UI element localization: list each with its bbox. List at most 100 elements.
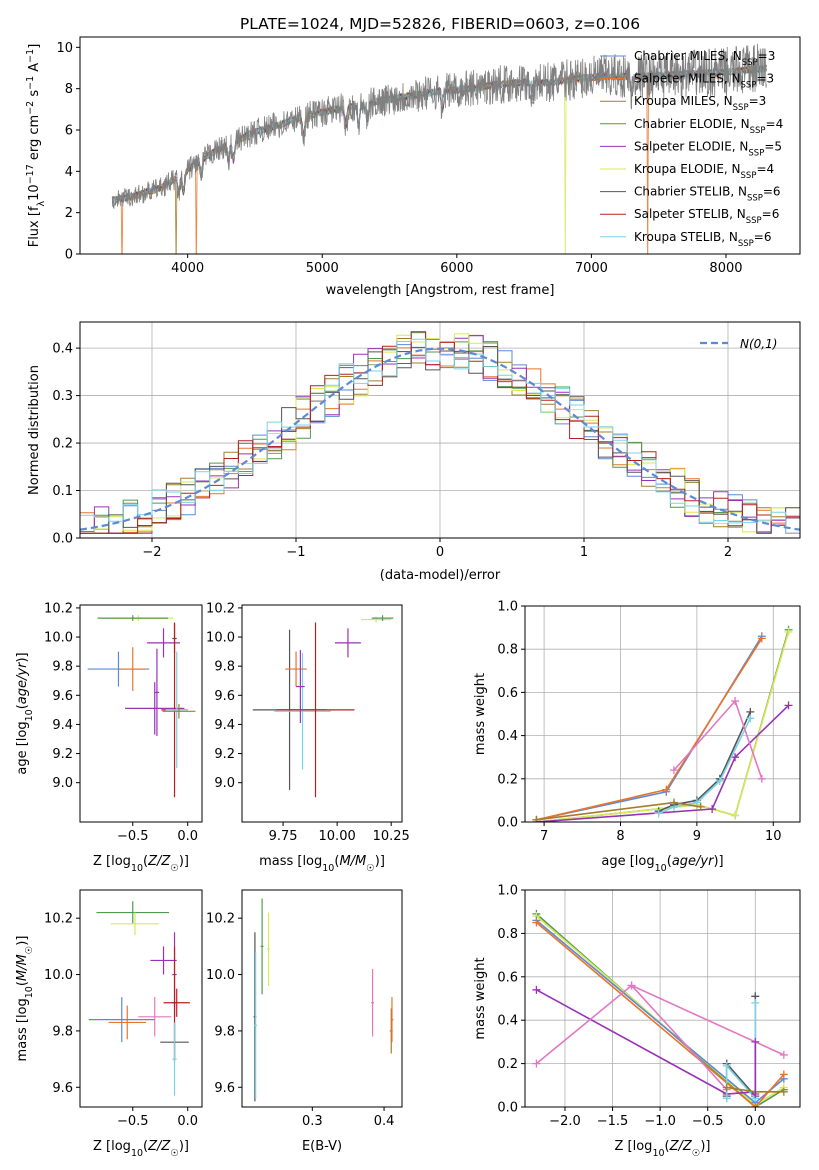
x-axis-label: E(B-V): [302, 1139, 342, 1154]
x-tick-label: 0.4: [374, 1114, 395, 1129]
weight-point-marker: [746, 714, 755, 723]
weight-point-marker: [751, 1089, 760, 1098]
histogram-step-line: [80, 338, 800, 534]
x-tick-label: −0.5: [692, 1114, 724, 1129]
weight-series-line: [536, 631, 790, 822]
x-axis-label: (data-model)/error: [380, 568, 501, 583]
x-axis-label: age [log10(age/yr)]: [601, 854, 723, 874]
y-tick-label: 2: [65, 206, 73, 221]
weight-series-line: [658, 717, 752, 815]
weight-point-marker: [731, 753, 740, 762]
y-tick-label: 9.8: [214, 660, 235, 675]
weight-point-marker: [757, 774, 766, 783]
y-tick-label: 0: [65, 248, 73, 263]
y-tick-label: 0.2: [497, 1057, 518, 1072]
y-tick-label: 0.2: [52, 437, 73, 452]
y-tick-label: 8: [65, 82, 73, 97]
legend-entry: Chabrier ELODIE, NSSP=4: [634, 117, 783, 136]
x-tick-label: 0.3: [302, 1114, 323, 1129]
weight-point-marker: [751, 1103, 760, 1107]
y-tick-label: 10.2: [44, 601, 73, 616]
weight-point-marker: [708, 805, 717, 814]
y-axis-label: Flux [fλ10−17 erg cm−2 s−1 A−1]: [25, 44, 47, 248]
y-tick-label: 9.6: [214, 689, 235, 704]
y-axis-label: Normed distribution: [27, 365, 42, 495]
axes-frame: [241, 889, 403, 1108]
weight-point-marker: [751, 1037, 760, 1046]
x-tick-label: 4000: [171, 261, 204, 276]
x-tick-label: 9: [693, 829, 701, 844]
y-tick-label: 0.0: [497, 1101, 518, 1116]
y-tick-label: 9.6: [52, 689, 73, 704]
histogram-panel: −2 −1 0 1 2 0.0 0.1 0.2 0.3 0.4 (data-model)/error…: [27, 321, 801, 583]
x-tick-label: 10.25: [373, 829, 410, 844]
legend-entry: Chabrier MILES, NSSP=3: [634, 49, 775, 68]
weight-point-marker: [662, 785, 671, 794]
weight-point-marker: [532, 1059, 541, 1068]
axes-frame: [524, 889, 801, 1108]
x-tick-label: 8000: [709, 261, 742, 276]
weight-vs-metallicity-plot-area: [532, 909, 788, 1107]
weight-point-marker: [654, 809, 663, 818]
x-tick-label: 6000: [440, 261, 473, 276]
y-tick-label: 0.3: [52, 389, 73, 404]
weight-series-line: [535, 921, 785, 1107]
x-axis-label: Z [log10(Z/Z☉)]: [615, 1139, 711, 1159]
x-tick-label: 0.0: [177, 829, 198, 844]
weight-point-marker: [779, 1087, 788, 1096]
mass-vs-extinction-panel: 0.3 0.4 9.6 9.8 10.0 10.2 E(B-V): [206, 889, 403, 1154]
axes-frame: [79, 321, 801, 539]
axes-frame: [241, 604, 403, 823]
axes-frame: [79, 36, 801, 255]
y-tick-label: 1.0: [497, 884, 518, 899]
weight-vs-metallicity-panel: −2.0 −1.5 −1.0 −0.5 0.0 0.0 0.2 0.4 0.6 0.8 1.0 Z […: [473, 884, 801, 1159]
weight-point-marker: [532, 815, 541, 822]
weight-point-marker: [722, 1061, 731, 1070]
observed-spectrum-line: [111, 43, 767, 210]
x-tick-label: 7: [540, 829, 548, 844]
y-tick-label: 10.0: [206, 631, 235, 646]
mass-vs-metallicity-panel: −0.5 0.0 9.6 9.8 10.0 10.2 Z [log10(Z/Z☉)] mass…: [15, 889, 203, 1159]
x-tick-label: 5000: [306, 261, 339, 276]
axes-frame: [79, 604, 203, 823]
weight-point-marker: [722, 1094, 731, 1103]
weight-vs-age-panel: 7 8 9 10 0.0 0.2 0.4 0.6 0.8 1.0 age [log10(age/yr…: [473, 600, 801, 874]
y-tick-label: 0.0: [52, 532, 73, 547]
x-tick-label: −1.0: [644, 1114, 676, 1129]
weight-point-marker: [731, 697, 740, 706]
y-tick-label: 1.0: [497, 600, 518, 615]
weight-point-marker: [532, 918, 541, 927]
y-tick-label: 0.4: [497, 729, 518, 744]
weight-point-marker: [532, 985, 541, 994]
x-tick-label: −2.0: [549, 1114, 581, 1129]
legend-entry: Salpeter MILES, NSSP=3: [634, 72, 774, 91]
weight-point-marker: [779, 1050, 788, 1059]
weight-point-marker: [715, 776, 724, 785]
weight-point-marker: [779, 1070, 788, 1079]
y-tick-label: 9.6: [214, 1081, 235, 1096]
model-spectrum-line: [111, 65, 767, 205]
legend-entry: Kroupa MILES, NSSP=3: [634, 94, 766, 113]
weight-point-marker: [696, 802, 705, 811]
weight-series-line: [536, 637, 763, 821]
x-axis-label: Z [log10(Z/Z☉)]: [93, 1139, 189, 1159]
age-vs-metallicity-plot-area: [87, 615, 196, 798]
spectrum-plot-area: [111, 43, 767, 254]
age-vs-mass-plot-area: [252, 615, 394, 798]
x-axis-label: wavelength [Angstrom, rest frame]: [326, 283, 555, 298]
x-tick-label: 0: [436, 545, 444, 560]
y-tick-label: 10: [56, 41, 73, 56]
weight-vs-age-plot-area: [532, 625, 793, 822]
age-vs-mass-panel: 9.75 10.00 10.25 9.0 9.2 9.4 9.6 9.8 10.0 10.2 mas…: [206, 601, 410, 873]
x-tick-label: 10: [765, 829, 782, 844]
mass-vs-metallicity-plot-area: [88, 901, 190, 1096]
legend-entry: Salpeter STELIB, NSSP=6: [634, 207, 779, 226]
mass-vs-extinction-plot-area: [253, 898, 394, 1102]
y-tick-label: 9.6: [52, 1081, 73, 1096]
axes-frame: [524, 605, 801, 823]
y-tick-label: 0.1: [52, 484, 73, 499]
legend-entry: Chabrier STELIB, NSSP=6: [634, 185, 781, 204]
weight-point-marker: [784, 627, 793, 636]
x-tick-label: 8: [616, 829, 624, 844]
